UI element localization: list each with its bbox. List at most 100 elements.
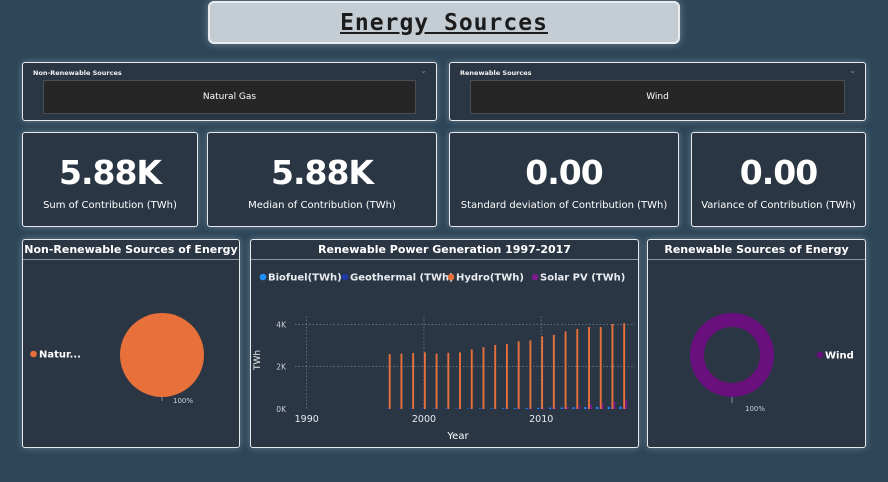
bar <box>619 406 622 409</box>
circle-icon <box>30 350 37 358</box>
chart-title: Renewable Power Generation 1997-2017 <box>318 243 571 256</box>
bar <box>609 407 612 409</box>
slicer-dropdown[interactable]: Wind <box>470 80 845 114</box>
bar <box>595 406 598 409</box>
chevron-down-icon[interactable]: ⌄ <box>420 66 427 75</box>
bar <box>513 408 516 409</box>
bar <box>564 331 567 409</box>
non-renewable-slicer[interactable]: Non-Renewable Sources ⌄ Natural Gas <box>22 62 437 121</box>
x-axis-label: Year <box>446 431 469 442</box>
legend-entry[interactable]: Solar PV (TWh) <box>540 273 625 284</box>
bar <box>490 408 493 409</box>
bar <box>400 353 403 409</box>
page-title: Energy Sources <box>340 9 548 36</box>
kpi-value: 0.00 <box>739 153 818 192</box>
bar <box>492 407 495 409</box>
bar <box>433 407 436 409</box>
bar <box>550 407 553 409</box>
bar <box>601 403 604 409</box>
bar <box>549 407 551 409</box>
bar <box>482 347 485 409</box>
bar <box>398 408 401 409</box>
bar <box>525 408 528 409</box>
slicer-dropdown[interactable]: Natural Gas <box>43 80 416 114</box>
bar <box>504 407 506 409</box>
bar <box>457 407 460 409</box>
y-tick-label: 4K <box>276 320 287 329</box>
legend-entry[interactable]: Biofuel(TWh) <box>268 273 342 284</box>
bar <box>494 344 497 409</box>
bar <box>560 407 563 409</box>
bar <box>588 326 590 409</box>
x-tick-label: 2000 <box>412 414 436 425</box>
bar <box>410 407 413 409</box>
legend-entry[interactable]: Hydro(TWh) <box>456 273 524 284</box>
circle-icon <box>341 273 349 281</box>
kpi-card-sum: 5.88K Sum of Contribution (TWh) <box>22 132 198 227</box>
bar <box>589 404 592 409</box>
bar <box>412 352 415 409</box>
renewable-donut-panel: Renewable Sources of Energy 100% Wind <box>647 239 866 448</box>
bar <box>566 406 569 409</box>
renewable-bar-chart: Biofuel(TWh) Geothermal (TWh) Hydro(TWh) So… <box>253 273 635 442</box>
bar <box>552 334 555 409</box>
bar <box>422 407 424 409</box>
legend-entry[interactable]: Geothermal (TWh) <box>350 273 454 284</box>
kpi-label: Variance of Contribution (TWh) <box>701 200 856 211</box>
chart-title: Renewable Sources of Energy <box>664 243 849 256</box>
renewable-slicer[interactable]: Renewable Sources ⌄ Wind <box>449 62 866 121</box>
page-title-box: Energy Sources <box>208 1 680 44</box>
bar <box>597 407 600 409</box>
y-tick-label: 2K <box>276 363 287 372</box>
donut-slice-wind[interactable] <box>690 313 774 397</box>
bar <box>515 407 518 409</box>
y-axis-label: TWh <box>253 350 263 371</box>
legend-entry-wind[interactable]: Wind <box>825 351 854 362</box>
title-divider <box>23 259 239 260</box>
non-renewable-pie-chart: 100% Natur... <box>30 313 204 405</box>
circle-icon <box>531 273 539 281</box>
bar <box>470 349 473 409</box>
bar <box>505 344 508 409</box>
bar <box>386 408 389 409</box>
kpi-label: Standard deviation of Contribution (TWh) <box>460 200 668 211</box>
bar <box>388 354 391 409</box>
bar <box>599 326 602 409</box>
slicer-value: Natural Gas <box>202 92 257 102</box>
bar <box>502 408 505 409</box>
bar <box>621 407 624 409</box>
kpi-value: 0.00 <box>525 153 603 192</box>
circle-icon <box>447 273 455 281</box>
slicer-value: Wind <box>646 92 669 102</box>
bar <box>517 341 520 409</box>
donut-data-label: 100% <box>745 405 765 413</box>
circle-icon <box>259 273 267 281</box>
bar <box>586 407 589 409</box>
chart-axes: 0K 2K 4K 1990 2000 2010 <box>276 320 553 425</box>
bar <box>613 402 616 409</box>
chart-legend: Biofuel(TWh) Geothermal (TWh) Hydro(TWh) So… <box>259 273 625 284</box>
bar <box>468 407 471 409</box>
kpi-card-median: 5.88K Median of Contribution (TWh) <box>207 132 437 227</box>
non-renewable-pie-panel: Non-Renewable Sources of Energy 100% Nat… <box>22 239 240 448</box>
chart-bars <box>384 323 628 409</box>
bar <box>611 324 614 409</box>
pie-slice-natural-gas[interactable] <box>120 313 204 397</box>
chart-gridlines <box>295 316 635 409</box>
slicer-label: Renewable Sources <box>460 69 532 77</box>
bar <box>529 340 532 409</box>
title-divider <box>648 259 865 260</box>
kpi-value: 5.88K <box>271 153 374 192</box>
bar <box>562 407 565 409</box>
legend-entry-natural-gas[interactable]: Natur... <box>39 350 81 361</box>
bar <box>625 399 628 409</box>
bar <box>445 407 448 409</box>
chart-title: Non-Renewable Sources of Energy <box>24 243 238 256</box>
chevron-down-icon[interactable]: ⌄ <box>849 66 856 75</box>
kpi-label: Sum of Contribution (TWh) <box>43 200 177 211</box>
title-divider <box>251 259 638 260</box>
kpi-label: Median of Contribution (TWh) <box>248 200 396 211</box>
bar <box>459 352 461 409</box>
slicer-label: Non-Renewable Sources <box>33 69 122 77</box>
bar <box>584 407 587 409</box>
